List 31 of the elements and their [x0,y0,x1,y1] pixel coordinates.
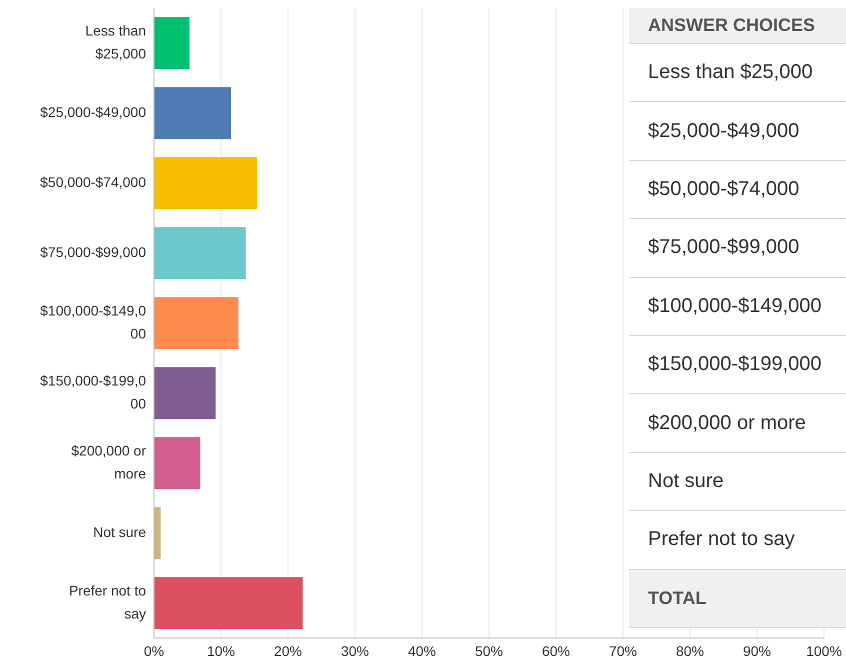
x-tick-label: 90% [742,642,772,659]
x-tick-label: 60% [542,642,570,659]
category-label: $150,000-$199,000 [648,353,822,376]
x-tick-label: 10% [206,642,236,659]
x-tick-label: 70% [608,642,638,659]
y-tick-label: $50,000-$74,000 [40,174,146,190]
x-tick-label: 40% [408,642,436,659]
y-tick-label: Not sure [93,524,146,540]
x-tick-label: 50% [474,642,504,659]
y-tick-label: Less than $25,000 [85,22,146,62]
y-tick-label: $150,000-$199,0 00 [40,372,146,412]
annotation: TOTAL [629,570,846,628]
annotation: ANSWER CHOICES [629,8,846,44]
category-label: Prefer not to say [648,528,795,550]
x-tick-label: 100% [806,642,842,659]
x-tick-label: 0% [144,642,164,659]
x-tick-label: 80% [676,642,704,659]
y-tick-label: $200,000 or more [71,442,146,482]
category-label: $25,000-$49,000 [648,120,800,142]
y-tick-label: $100,000-$149,0 00 [40,302,146,342]
category-label: $200,000 or more [648,412,806,434]
category-label: $75,000-$99,000 [648,236,800,258]
y-tick-label: Prefer not to say [68,582,146,622]
y-tick-label: $75,000-$99,000 [40,244,146,260]
x-tick-label: 20% [274,642,302,659]
x-tick-label: 30% [340,642,370,659]
category-label: Less than $25,000 [648,61,813,84]
y-tick-label: $25,000-$49,000 [40,104,146,120]
category-label: $100,000-$149,000 [648,294,822,317]
category-label: Not sure [648,470,724,492]
category-label: $50,000-$74,000 [648,178,800,200]
